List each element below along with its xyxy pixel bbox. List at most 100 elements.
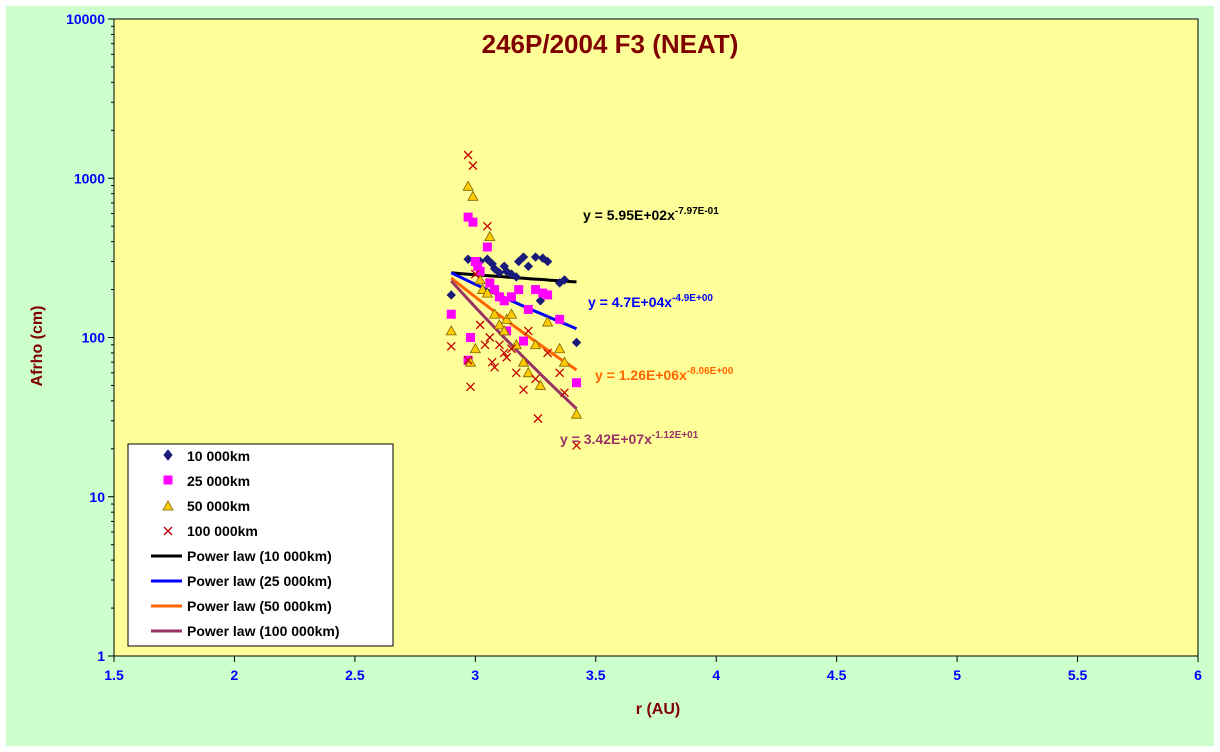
point-100000km <box>502 352 512 362</box>
legend-box <box>127 443 394 647</box>
chart-svg: 1 10 100 1000 10000 1.5 2 2.5 3 3.5 4 4.5 5 5.5 6 246… <box>29 11 1202 718</box>
point-25000km <box>446 309 456 319</box>
data-points <box>445 150 583 450</box>
point-50000km <box>505 308 518 319</box>
point-25000km <box>485 278 495 288</box>
x-tick-label: 5 <box>953 667 961 683</box>
point-50000km <box>474 274 486 285</box>
legend-label-power-25000km: Power law (25 000km) <box>187 573 332 589</box>
point-10000km <box>535 296 546 306</box>
x-tick-label: 3.5 <box>586 667 606 683</box>
point-100000km <box>487 357 497 367</box>
legend-marker-100000km <box>163 526 173 536</box>
point-10000km <box>482 254 493 264</box>
point-100000km <box>511 368 521 378</box>
y-axis-title: Afrho (cm) <box>29 306 46 387</box>
point-100000km <box>507 344 516 354</box>
chart-title: 246P/2004 F3 (NEAT) <box>482 29 739 59</box>
point-50000km <box>498 325 510 336</box>
chart-area: 1 10 100 1000 10000 1.5 2 2.5 3 3.5 4 4.5 5 5.5 6 246… <box>6 6 1214 746</box>
point-50000km <box>476 283 489 294</box>
point-10000km <box>542 256 553 267</box>
trendline-2 <box>450 276 578 372</box>
point-100000km <box>543 348 553 358</box>
x-tick-label: 2.5 <box>345 667 365 683</box>
point-10000km <box>511 272 521 282</box>
legend-label-power-50000km: Power law (50 000km) <box>187 598 332 614</box>
point-100000km <box>490 362 500 372</box>
x-tick-label: 5.5 <box>1068 667 1088 683</box>
y-axis: 1 10 100 1000 10000 <box>66 11 114 664</box>
point-100000km <box>468 161 478 171</box>
point-50000km <box>462 180 474 191</box>
point-10000km <box>489 264 500 274</box>
point-50000km <box>553 342 566 354</box>
point-10000km <box>530 252 541 262</box>
point-25000km <box>466 333 476 342</box>
point-50000km <box>467 190 479 201</box>
point-100000km <box>485 333 495 342</box>
y-tick-label: 1000 <box>74 170 105 186</box>
point-50000km <box>500 313 513 324</box>
equation-10000km: y = 5.95E+02x-7.97E-01 <box>583 206 719 223</box>
point-100000km <box>533 414 543 423</box>
equation-100000km: y = 3.42E+07x-1.12E+01 <box>560 430 699 447</box>
x-tick-label: 2 <box>231 667 239 683</box>
point-25000km <box>514 285 524 295</box>
point-100000km <box>470 269 480 279</box>
point-50000km <box>534 379 547 390</box>
point-25000km <box>555 314 565 324</box>
point-10000km <box>571 337 582 348</box>
y-tick-label: 1 <box>97 648 105 664</box>
point-100000km <box>499 348 509 358</box>
point-10000km <box>446 290 456 300</box>
point-100000km <box>466 382 475 392</box>
x-tick-label: 1.5 <box>104 667 124 683</box>
legend-label-50000km: 50 000km <box>187 498 250 514</box>
point-100000km <box>572 440 581 450</box>
legend-marker-10000km <box>163 449 173 461</box>
legend-label-10000km: 10 000km <box>187 448 250 464</box>
point-10000km <box>523 261 534 271</box>
x-tick-label: 4.5 <box>827 667 847 683</box>
point-100000km <box>480 340 490 350</box>
point-100000km <box>560 388 569 398</box>
point-100000km <box>482 221 492 231</box>
point-10000km <box>463 254 473 264</box>
point-50000km <box>558 356 571 367</box>
point-10000km <box>559 275 570 285</box>
legend-label-100000km: 100 000km <box>187 523 258 539</box>
point-100000km <box>463 355 473 365</box>
x-axis-title: r (AU) <box>636 701 680 718</box>
point-50000km <box>517 356 530 367</box>
point-50000km <box>469 342 482 354</box>
point-50000km <box>488 308 501 319</box>
point-25000km <box>506 292 516 302</box>
point-50000km <box>541 316 554 327</box>
point-10000km <box>513 256 524 267</box>
legend-label-25000km: 25 000km <box>187 473 250 489</box>
legend-label-power-100000km: Power law (100 000km) <box>187 623 340 639</box>
point-100000km <box>519 385 528 395</box>
point-25000km <box>468 217 478 227</box>
point-50000km <box>484 230 496 242</box>
y-tick-label: 10000 <box>66 11 105 27</box>
x-tick-label: 3 <box>471 667 479 683</box>
x-axis: 1.5 2 2.5 3 3.5 4 4.5 5 5.5 6 <box>104 656 1202 683</box>
point-50000km <box>464 356 477 367</box>
legend: 10 000km 25 000km 50 000km 100 000km Pow… <box>127 443 394 647</box>
point-25000km <box>482 242 492 252</box>
equation-25000km: y = 4.7E+04x-4.9E+00 <box>588 293 713 310</box>
y-tick-label: 100 <box>82 330 106 346</box>
legend-marker-25000km <box>163 475 173 485</box>
legend-marker-50000km <box>162 500 174 511</box>
point-100000km <box>463 150 473 160</box>
point-50000km <box>445 325 457 336</box>
point-50000km <box>481 287 494 298</box>
point-25000km <box>572 378 582 388</box>
point-50000km <box>570 408 583 419</box>
point-100000km <box>446 341 456 351</box>
point-50000km <box>529 338 542 350</box>
point-100000km <box>494 340 504 350</box>
point-25000km <box>519 336 529 346</box>
